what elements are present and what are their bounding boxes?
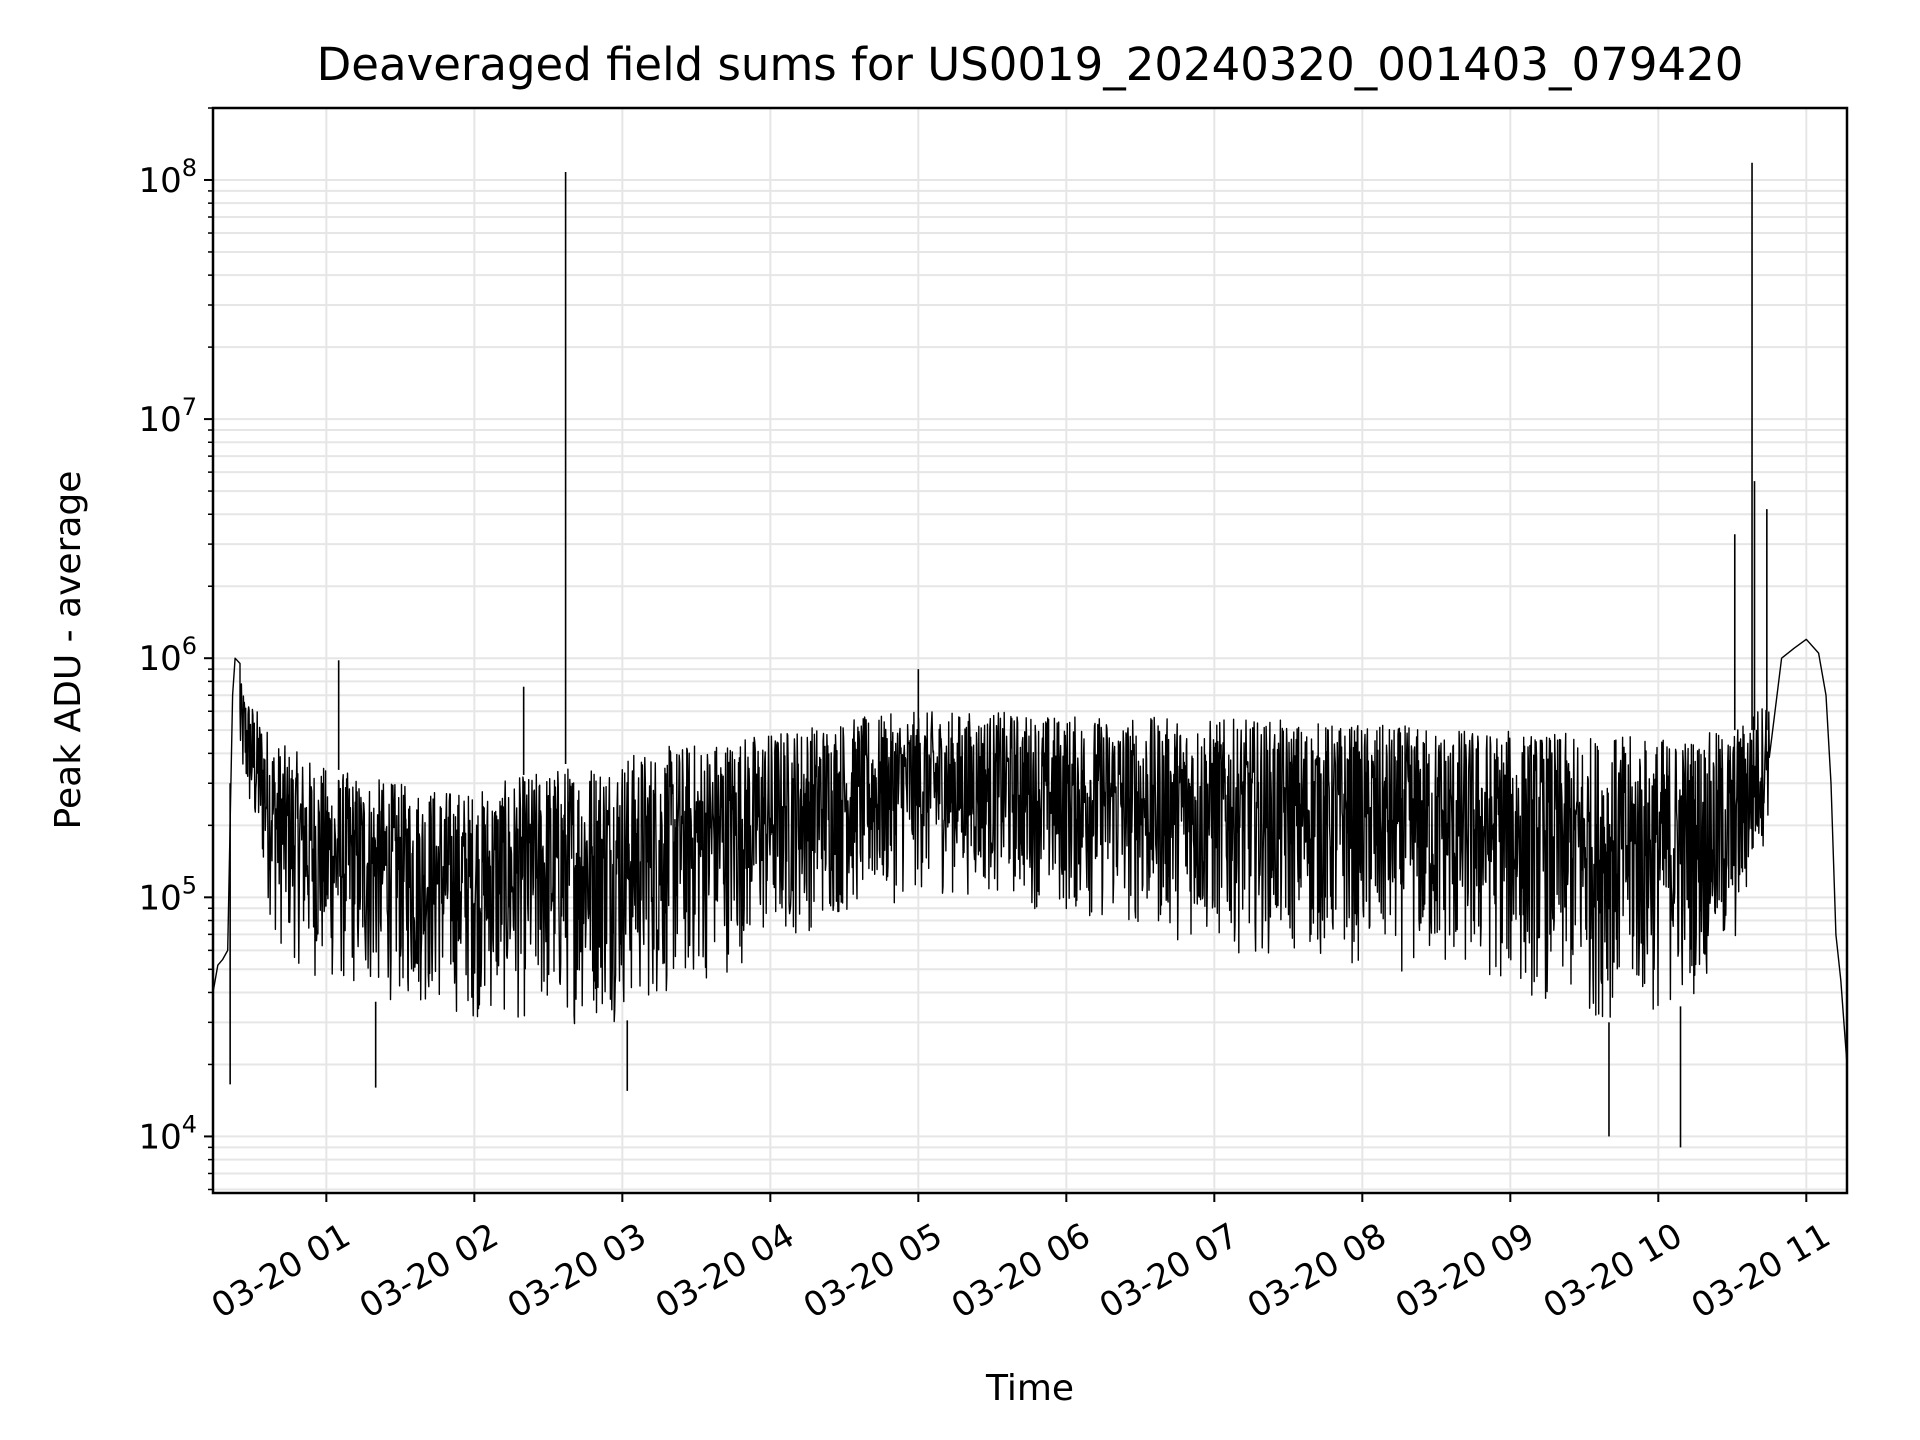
x-axis-label: Time (985, 1368, 1074, 1409)
chart-title: Deaveraged field sums for US0019_2024032… (317, 38, 1744, 91)
y-tick-label: 106 (138, 632, 197, 679)
series-line (213, 638, 1847, 1065)
plot-area (213, 162, 1847, 1148)
plot-frame (211, 106, 1849, 1195)
y-axis-label: Peak ADU - average (48, 471, 89, 830)
y-tick-label: 108 (138, 154, 197, 201)
y-tick-label: 104 (138, 1110, 197, 1157)
y-tick-label: 107 (138, 393, 197, 440)
y-axis: 104 105 106 107 108 (138, 107, 213, 1191)
y-tick-label: 105 (138, 871, 197, 918)
